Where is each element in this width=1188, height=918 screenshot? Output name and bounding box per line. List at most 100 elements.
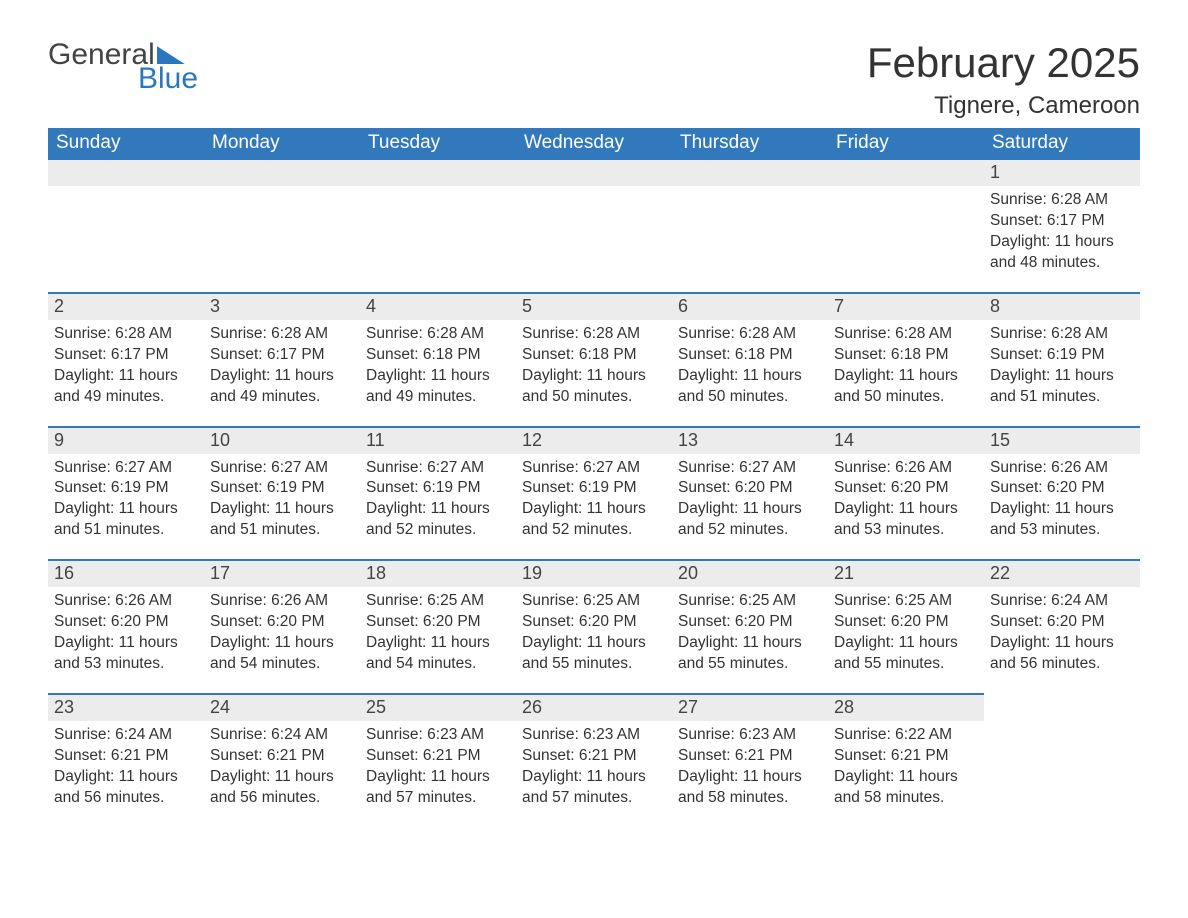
day-cell: 1Sunrise: 6:28 AMSunset: 6:17 PMDaylight… <box>984 158 1140 292</box>
day-body: Sunrise: 6:28 AMSunset: 6:17 PMDaylight:… <box>48 320 204 426</box>
day-body: Sunrise: 6:28 AMSunset: 6:18 PMDaylight:… <box>360 320 516 426</box>
day-cell <box>360 158 516 292</box>
day-number-bar: 5 <box>516 292 672 320</box>
day-number-bar: 27 <box>672 693 828 721</box>
day-body: Sunrise: 6:27 AMSunset: 6:19 PMDaylight:… <box>48 454 204 560</box>
day-body: Sunrise: 6:25 AMSunset: 6:20 PMDaylight:… <box>828 587 984 693</box>
day-cell: 14Sunrise: 6:26 AMSunset: 6:20 PMDayligh… <box>828 426 984 560</box>
week-row: 1Sunrise: 6:28 AMSunset: 6:17 PMDaylight… <box>48 158 1140 292</box>
day-body: Sunrise: 6:24 AMSunset: 6:21 PMDaylight:… <box>48 721 204 827</box>
day-cell: 21Sunrise: 6:25 AMSunset: 6:20 PMDayligh… <box>828 559 984 693</box>
week-row: 16Sunrise: 6:26 AMSunset: 6:20 PMDayligh… <box>48 559 1140 693</box>
sunset-line: Sunset: 6:17 PM <box>210 345 354 366</box>
day-body: Sunrise: 6:26 AMSunset: 6:20 PMDaylight:… <box>204 587 360 693</box>
day-number-bar: 28 <box>828 693 984 721</box>
sunrise-line: Sunrise: 6:23 AM <box>522 725 666 746</box>
sunset-line: Sunset: 6:18 PM <box>834 345 978 366</box>
sunrise-line: Sunrise: 6:23 AM <box>678 725 822 746</box>
day-number-bar: 14 <box>828 426 984 454</box>
daylight-line: Daylight: 11 hours and 56 minutes. <box>990 633 1134 675</box>
day-cell <box>48 158 204 292</box>
sunrise-line: Sunrise: 6:25 AM <box>366 591 510 612</box>
sunset-line: Sunset: 6:20 PM <box>522 612 666 633</box>
sunrise-line: Sunrise: 6:28 AM <box>834 324 978 345</box>
daylight-line: Daylight: 11 hours and 58 minutes. <box>834 767 978 809</box>
daylight-line: Daylight: 11 hours and 51 minutes. <box>210 499 354 541</box>
day-body: Sunrise: 6:27 AMSunset: 6:19 PMDaylight:… <box>360 454 516 560</box>
daylight-line: Daylight: 11 hours and 50 minutes. <box>678 366 822 408</box>
day-number-bar <box>48 158 204 186</box>
day-number-bar: 13 <box>672 426 828 454</box>
sunrise-line: Sunrise: 6:26 AM <box>990 458 1134 479</box>
day-body <box>204 186 360 278</box>
sunrise-line: Sunrise: 6:28 AM <box>54 324 198 345</box>
daylight-line: Daylight: 11 hours and 52 minutes. <box>522 499 666 541</box>
daylight-line: Daylight: 11 hours and 52 minutes. <box>366 499 510 541</box>
week-row: 2Sunrise: 6:28 AMSunset: 6:17 PMDaylight… <box>48 292 1140 426</box>
sunset-line: Sunset: 6:19 PM <box>522 478 666 499</box>
sunrise-line: Sunrise: 6:28 AM <box>522 324 666 345</box>
sunset-line: Sunset: 6:19 PM <box>366 478 510 499</box>
sunset-line: Sunset: 6:18 PM <box>678 345 822 366</box>
daylight-line: Daylight: 11 hours and 53 minutes. <box>54 633 198 675</box>
sunset-line: Sunset: 6:20 PM <box>990 612 1134 633</box>
sunrise-line: Sunrise: 6:22 AM <box>834 725 978 746</box>
sunrise-line: Sunrise: 6:27 AM <box>522 458 666 479</box>
day-body: Sunrise: 6:22 AMSunset: 6:21 PMDaylight:… <box>828 721 984 827</box>
sunset-line: Sunset: 6:20 PM <box>990 478 1134 499</box>
day-body: Sunrise: 6:28 AMSunset: 6:18 PMDaylight:… <box>516 320 672 426</box>
day-cell: 2Sunrise: 6:28 AMSunset: 6:17 PMDaylight… <box>48 292 204 426</box>
day-cell <box>672 158 828 292</box>
daylight-line: Daylight: 11 hours and 48 minutes. <box>990 232 1134 274</box>
day-number-bar <box>672 158 828 186</box>
day-header-row: SundayMondayTuesdayWednesdayThursdayFrid… <box>48 128 1140 158</box>
daylight-line: Daylight: 11 hours and 54 minutes. <box>210 633 354 675</box>
day-body: Sunrise: 6:23 AMSunset: 6:21 PMDaylight:… <box>516 721 672 827</box>
sunset-line: Sunset: 6:21 PM <box>834 746 978 767</box>
sunset-line: Sunset: 6:20 PM <box>54 612 198 633</box>
day-cell: 8Sunrise: 6:28 AMSunset: 6:19 PMDaylight… <box>984 292 1140 426</box>
day-body: Sunrise: 6:25 AMSunset: 6:20 PMDaylight:… <box>516 587 672 693</box>
day-number-bar: 12 <box>516 426 672 454</box>
day-cell: 10Sunrise: 6:27 AMSunset: 6:19 PMDayligh… <box>204 426 360 560</box>
day-body: Sunrise: 6:28 AMSunset: 6:18 PMDaylight:… <box>672 320 828 426</box>
day-cell: 9Sunrise: 6:27 AMSunset: 6:19 PMDaylight… <box>48 426 204 560</box>
day-cell: 20Sunrise: 6:25 AMSunset: 6:20 PMDayligh… <box>672 559 828 693</box>
day-body <box>360 186 516 278</box>
day-body: Sunrise: 6:28 AMSunset: 6:17 PMDaylight:… <box>204 320 360 426</box>
day-body: Sunrise: 6:27 AMSunset: 6:19 PMDaylight:… <box>204 454 360 560</box>
sunrise-line: Sunrise: 6:24 AM <box>210 725 354 746</box>
sunrise-line: Sunrise: 6:23 AM <box>366 725 510 746</box>
day-body: Sunrise: 6:28 AMSunset: 6:17 PMDaylight:… <box>984 186 1140 292</box>
day-number-bar: 11 <box>360 426 516 454</box>
day-header: Saturday <box>984 128 1140 158</box>
day-cell: 26Sunrise: 6:23 AMSunset: 6:21 PMDayligh… <box>516 693 672 827</box>
brand-logo: General Blue <box>48 40 198 94</box>
day-cell: 16 Sunrise: 6:26 AMSunset: 6:20 PMDayligh… <box>48 559 204 693</box>
sunset-line: Sunset: 6:18 PM <box>522 345 666 366</box>
day-number-bar: 6 <box>672 292 828 320</box>
sunrise-line: Sunrise: 6:26 AM <box>54 591 198 612</box>
sunset-line: Sunset: 6:21 PM <box>522 746 666 767</box>
daylight-line: Daylight: 11 hours and 52 minutes. <box>678 499 822 541</box>
day-number-bar: 8 <box>984 292 1140 320</box>
sunrise-line: Sunrise: 6:26 AM <box>834 458 978 479</box>
calendar-table: SundayMondayTuesdayWednesdayThursdayFrid… <box>48 128 1140 826</box>
day-cell: 18Sunrise: 6:25 AMSunset: 6:20 PMDayligh… <box>360 559 516 693</box>
day-number-bar: 19 <box>516 559 672 587</box>
day-body: Sunrise: 6:23 AMSunset: 6:21 PMDaylight:… <box>360 721 516 827</box>
logo-text-blue: Blue <box>138 64 198 94</box>
sunset-line: Sunset: 6:20 PM <box>210 612 354 633</box>
day-number-bar: 16 <box>48 559 204 587</box>
day-body: Sunrise: 6:24 AMSunset: 6:20 PMDaylight:… <box>984 587 1140 693</box>
sunset-line: Sunset: 6:17 PM <box>990 211 1134 232</box>
sunrise-line: Sunrise: 6:27 AM <box>678 458 822 479</box>
day-number-bar: 4 <box>360 292 516 320</box>
day-cell <box>204 158 360 292</box>
day-cell: 6Sunrise: 6:28 AMSunset: 6:18 PMDaylight… <box>672 292 828 426</box>
day-cell: 27Sunrise: 6:23 AMSunset: 6:21 PMDayligh… <box>672 693 828 827</box>
day-cell: 12 Sunrise: 6:27 AMSunset: 6:19 PMDayligh… <box>516 426 672 560</box>
day-number-bar: 9 <box>48 426 204 454</box>
day-cell: 11Sunrise: 6:27 AMSunset: 6:19 PMDayligh… <box>360 426 516 560</box>
day-cell: 25Sunrise: 6:23 AMSunset: 6:21 PMDayligh… <box>360 693 516 827</box>
